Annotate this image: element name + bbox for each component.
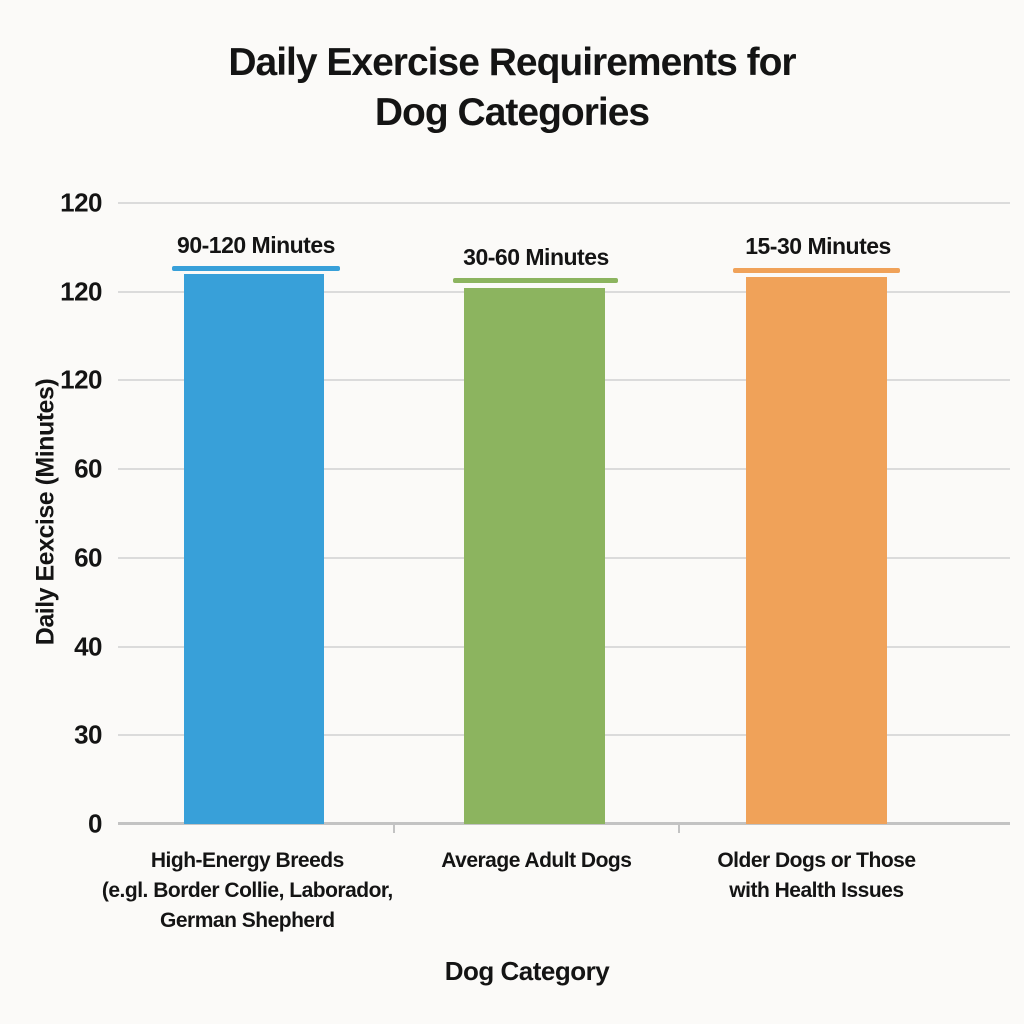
x-axis-tick	[678, 824, 681, 833]
bar-annotation-older-dogs-health-issues: 15-30 Minutes	[745, 232, 891, 259]
bar-annotation-high-energy-breeds: 90-120 Minutes	[177, 232, 335, 258]
category-label-high-energy-breeds: High-Energy Breeds (e.gl. Border Collie, …	[102, 846, 393, 936]
y-tick-label: 40	[74, 631, 102, 662]
y-tick-label: 30	[74, 719, 102, 750]
category-label-line: High-Energy Breeds	[150, 849, 344, 872]
bar-average-adult-dogs	[464, 288, 606, 824]
category-label-line: Older Dogs or Those	[717, 849, 916, 872]
category-label-line: Average Adult Dogs	[441, 849, 632, 872]
gridline	[118, 202, 1010, 204]
chart-title-line2: Dog Categories	[374, 91, 650, 134]
category-label-line: (e.gl. Border Collie, Laborador,	[101, 879, 393, 902]
annotation-underline-older-dogs-health-issues	[733, 268, 900, 274]
bar-annotation-average-adult-dogs: 30-60 Minutes	[463, 243, 609, 270]
y-axis-label: Daily Eexcise (Minutes)	[31, 378, 60, 646]
y-tick-label: 120	[60, 364, 102, 395]
bar-high-energy-breeds	[183, 273, 325, 824]
chart-title-line1: Daily Exercise Requirements for	[228, 41, 796, 84]
y-tick-label: 60	[74, 542, 102, 573]
category-label-line: with Health Issues	[729, 879, 904, 902]
annotation-underline-average-adult-dogs	[453, 278, 619, 284]
x-axis-title: Dog Category	[444, 956, 610, 986]
y-tick-label: 120	[60, 187, 102, 218]
plot-area: 120 120 120 60 60 40 30 0 90-120 Minutes 30-60 Mi…	[60, 188, 1010, 839]
category-label-line: German Shepherd	[160, 909, 335, 932]
annotation-underline-high-energy-breeds	[171, 265, 340, 271]
y-tick-label: 0	[88, 808, 102, 839]
y-tick-label: 120	[60, 276, 102, 307]
category-label-average-adult-dogs: Average Adult Dogs	[441, 846, 632, 876]
bar-older-dogs-health-issues	[745, 276, 887, 824]
y-tick-label: 60	[74, 453, 102, 484]
x-category-labels: High-Energy Breeds (e.gl. Border Collie, …	[102, 846, 1010, 956]
chart-title: Daily Exercise Requirements for Dog Cate…	[0, 38, 1024, 138]
category-label-older-dogs-health-issues: Older Dogs or Those with Health Issues	[717, 846, 916, 906]
x-axis-tick	[392, 824, 395, 833]
